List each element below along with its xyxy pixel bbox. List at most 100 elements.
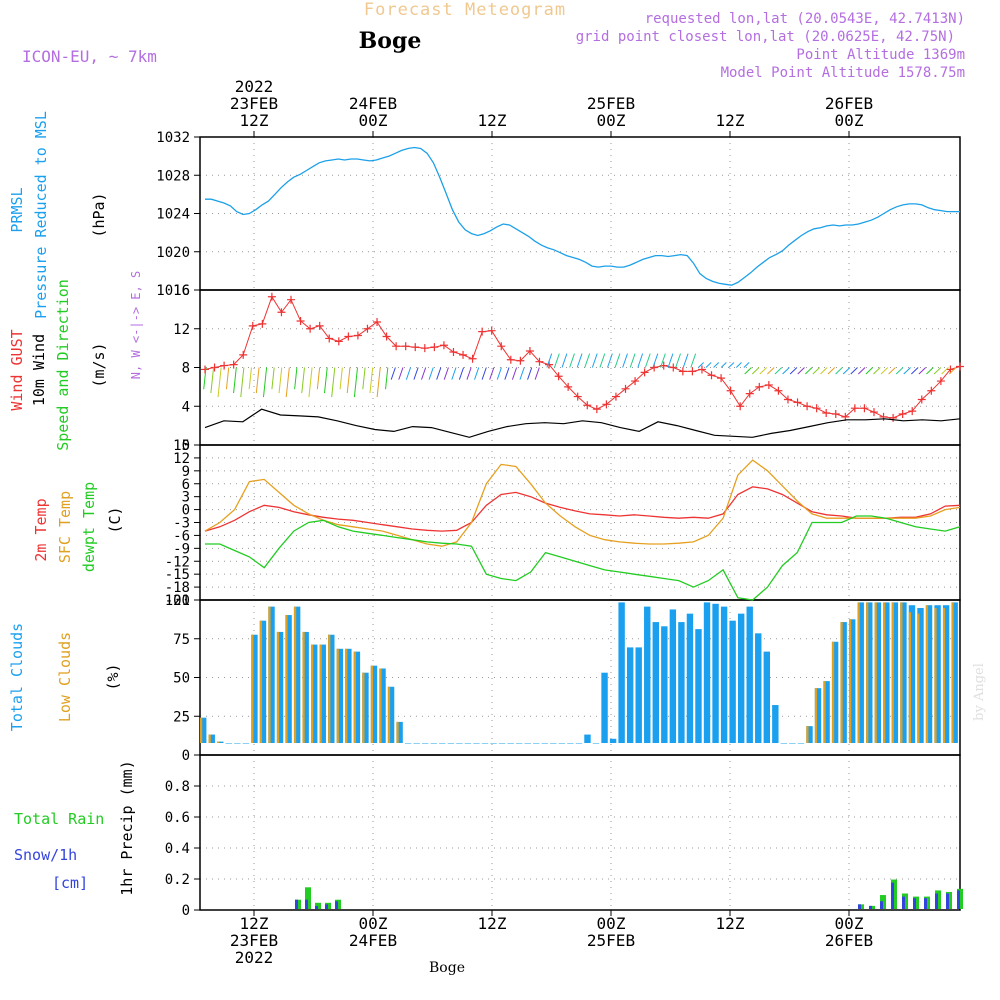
total-cloud-bar xyxy=(789,743,796,744)
wind-arrow xyxy=(629,353,636,368)
snow-bar xyxy=(913,898,916,909)
wind-arrow xyxy=(466,367,472,380)
y-tick-label: -3 xyxy=(173,516,190,532)
low-cloud-bar xyxy=(814,688,818,743)
top-time-label: 12Z xyxy=(478,111,507,130)
wind-labels: Wind GUST 10m Wind Speed and Direction (… xyxy=(8,271,143,451)
wind-arrow xyxy=(911,367,919,375)
wind-arrow xyxy=(782,367,790,375)
total-cloud-bar xyxy=(857,602,864,743)
low-cloud-bar xyxy=(362,672,365,743)
total-cloud-bar xyxy=(823,681,830,743)
total-cloud-bar xyxy=(644,606,651,743)
total-cloud-bar xyxy=(208,734,215,743)
bottom-time-label: 12Z xyxy=(240,914,269,933)
total-cloud-bar xyxy=(311,644,318,743)
y-tick-label: 4 xyxy=(182,399,190,415)
low-cloud-bar xyxy=(259,620,263,743)
total-cloud-bar xyxy=(439,743,446,744)
total-cloud-bar xyxy=(942,605,950,743)
wind-arrow xyxy=(797,367,805,375)
low-cloud-bar xyxy=(345,648,348,743)
low-cloud-bar xyxy=(379,668,382,743)
panel-0: 1016 1020 1024 1028 1032 xyxy=(156,130,961,299)
low-cloud-bar xyxy=(840,622,843,743)
wind-arrow xyxy=(339,367,343,390)
wind-arrow xyxy=(933,367,942,375)
low-cloud-bar xyxy=(217,741,220,743)
total-cloud-bar xyxy=(473,743,480,744)
snow-bar xyxy=(902,896,905,909)
pressure-msl-label: Pressure Reduced to MSL xyxy=(32,111,50,319)
total-cloud-bar xyxy=(319,644,326,743)
wind-arrow xyxy=(690,353,697,368)
y-tick-label: 8 xyxy=(182,361,190,377)
panels: 101610201024102810320481216-21-18-15-12-… xyxy=(156,130,961,919)
bottom-time-label: 12Z xyxy=(478,914,507,933)
total-cloud-bar xyxy=(746,606,753,743)
low-cloud-bar xyxy=(891,602,894,743)
wind-arrow xyxy=(376,367,381,398)
wind-arrow xyxy=(285,367,290,398)
top-time-label: 00Z xyxy=(597,111,626,130)
total-rain-label: Total Rain xyxy=(14,810,104,828)
y-tick-label: 0 xyxy=(182,748,190,764)
wind-arrow xyxy=(743,362,750,368)
temp-2m-label: 2m Temp xyxy=(32,498,50,561)
low-cloud-bar xyxy=(268,606,271,743)
wind-arrow xyxy=(675,353,681,368)
wind-arrow xyxy=(451,367,457,380)
bottom-time-label: 00Z xyxy=(835,914,864,933)
footer-location: Boge xyxy=(429,960,465,976)
wind-arrow xyxy=(888,367,896,375)
total-cloud-bar xyxy=(592,743,600,744)
y-tick-label: -12 xyxy=(165,554,190,570)
y-tick-label: 25 xyxy=(173,709,190,725)
wind-arrow xyxy=(316,367,321,390)
temp-unit: (C) xyxy=(106,506,124,533)
wind-arrow xyxy=(436,367,442,380)
total-cloud-bar xyxy=(712,603,719,743)
low-cloud-bar xyxy=(328,634,331,743)
low-cloud-bar xyxy=(200,717,203,743)
wind-arrow xyxy=(527,367,533,380)
pressure-labels: PRMSL Pressure Reduced to MSL (hPa) xyxy=(8,111,108,319)
wind-arrow xyxy=(301,367,305,394)
wind-arrow xyxy=(880,367,889,375)
wind-arrow xyxy=(240,367,245,398)
temp-line-sfc-temp xyxy=(204,459,961,547)
cloud-labels: Total Clouds Low Clouds (%) xyxy=(8,623,122,731)
wind-arrow xyxy=(353,367,359,398)
wind-arrow xyxy=(744,367,752,375)
wind-dir-label: Speed and Direction xyxy=(54,279,72,451)
wind-arrow xyxy=(865,367,874,375)
snow-bar xyxy=(880,901,883,909)
gust-marker xyxy=(201,365,209,374)
pressure-line xyxy=(205,146,960,286)
top-time-label: 24FEB xyxy=(349,94,397,113)
wind-arrow xyxy=(390,367,396,380)
total-cloud-bar xyxy=(661,626,668,743)
top-time-label: 00Z xyxy=(359,111,388,130)
wind-arrow xyxy=(622,353,628,368)
wind-arrow xyxy=(443,367,449,380)
y-tick-label: 0.4 xyxy=(165,841,190,857)
snow-bar xyxy=(935,893,938,909)
wind-arrow xyxy=(873,367,881,375)
total-cloud-bar xyxy=(720,606,728,743)
wind-arrow xyxy=(607,353,613,368)
bottom-time-label: 26FEB xyxy=(825,931,873,950)
wind-arrow xyxy=(842,367,851,375)
total-cloud-bar xyxy=(259,620,267,743)
wind-arrow xyxy=(385,367,389,390)
y-tick-label: 75 xyxy=(173,632,190,648)
total-cloud-bar xyxy=(925,605,933,743)
low-cloud-bar xyxy=(302,631,305,743)
total-cloud-bar xyxy=(652,622,659,743)
wind-arrow xyxy=(210,367,215,394)
bottom-time-label: 24FEB xyxy=(349,931,397,950)
wind-arrow xyxy=(255,367,260,394)
wind-arrow xyxy=(835,367,843,375)
wind-arrow xyxy=(705,362,712,368)
